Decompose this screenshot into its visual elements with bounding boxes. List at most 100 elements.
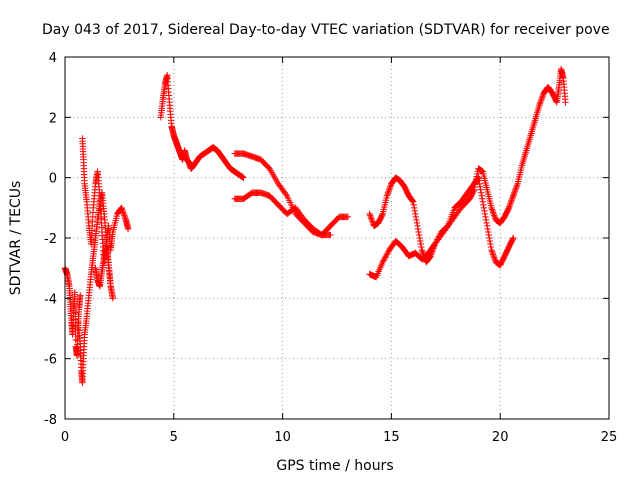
data-point bbox=[240, 174, 247, 181]
data-point bbox=[382, 252, 390, 260]
data-point bbox=[369, 218, 376, 225]
data-point bbox=[381, 255, 388, 263]
data-point bbox=[510, 192, 517, 199]
data-point bbox=[431, 240, 439, 248]
data-point bbox=[434, 236, 441, 243]
data-point bbox=[436, 231, 444, 239]
data-point bbox=[381, 254, 389, 261]
data-point bbox=[122, 215, 129, 222]
data-point bbox=[124, 225, 132, 233]
data-point bbox=[488, 248, 496, 255]
data-point bbox=[121, 213, 129, 221]
data-point bbox=[426, 254, 433, 261]
data-point bbox=[507, 198, 515, 205]
data-point bbox=[479, 198, 486, 205]
data-point bbox=[384, 189, 392, 196]
data-point bbox=[368, 215, 375, 222]
data-point bbox=[118, 206, 126, 213]
y-tick-label: 0 bbox=[49, 172, 57, 187]
data-point bbox=[487, 240, 494, 248]
data-point bbox=[480, 201, 487, 209]
data-point bbox=[384, 249, 391, 257]
data-point bbox=[435, 233, 443, 240]
data-point bbox=[509, 194, 516, 201]
data-point bbox=[478, 192, 485, 199]
data-point bbox=[536, 100, 544, 107]
data-point bbox=[505, 205, 512, 213]
data-point bbox=[488, 206, 496, 213]
data-point bbox=[482, 213, 489, 221]
y-tick-label: -8 bbox=[44, 413, 57, 428]
data-point bbox=[491, 254, 498, 261]
data-point bbox=[417, 237, 424, 245]
data-point bbox=[488, 246, 495, 254]
data-point bbox=[443, 223, 451, 230]
data-point bbox=[384, 191, 391, 198]
data-point bbox=[486, 234, 493, 242]
data-point bbox=[385, 188, 392, 195]
data-point bbox=[512, 185, 520, 192]
data-point bbox=[479, 195, 486, 202]
data-point bbox=[512, 186, 519, 193]
data-point bbox=[410, 201, 417, 209]
data-point bbox=[383, 192, 391, 199]
data-point bbox=[414, 225, 422, 233]
data-point bbox=[513, 182, 521, 189]
data-point bbox=[409, 197, 416, 205]
data-point bbox=[481, 210, 489, 218]
data-point bbox=[411, 207, 418, 215]
data-point bbox=[538, 96, 545, 103]
data-point bbox=[507, 200, 514, 207]
x-tick-label: 20 bbox=[492, 430, 509, 445]
data-point bbox=[484, 225, 491, 233]
x-tick-label: 25 bbox=[601, 430, 618, 445]
data-point bbox=[511, 189, 518, 196]
data-point bbox=[506, 203, 513, 210]
data-point bbox=[386, 186, 393, 193]
data-point bbox=[414, 222, 421, 230]
y-axis-label: SDTVAR / TECUs bbox=[8, 181, 24, 296]
data-point bbox=[539, 93, 546, 100]
data-points bbox=[61, 65, 569, 386]
data-point bbox=[488, 204, 495, 212]
chart-title: Day 043 of 2017, Sidereal Day-to-day VTE… bbox=[42, 22, 610, 38]
data-point bbox=[510, 234, 517, 242]
data-point bbox=[344, 213, 352, 221]
data-point bbox=[380, 257, 387, 264]
data-point bbox=[476, 180, 483, 187]
data-point bbox=[500, 215, 507, 222]
data-point bbox=[475, 174, 482, 181]
data-point bbox=[367, 213, 374, 221]
data-point bbox=[483, 222, 491, 230]
data-point bbox=[409, 198, 417, 205]
data-point bbox=[483, 219, 490, 227]
data-point bbox=[491, 212, 498, 219]
data-point bbox=[485, 231, 492, 239]
data-point bbox=[72, 316, 79, 323]
data-point bbox=[485, 228, 492, 236]
data-point bbox=[477, 189, 485, 196]
data-point bbox=[419, 248, 426, 255]
data-point bbox=[408, 197, 416, 204]
data-point bbox=[474, 175, 481, 183]
data-point bbox=[433, 237, 440, 245]
data-point bbox=[415, 231, 423, 239]
x-tick-label: 15 bbox=[383, 430, 400, 445]
data-point bbox=[489, 251, 497, 258]
data-point bbox=[490, 210, 497, 218]
data-point bbox=[443, 224, 450, 231]
data-point bbox=[413, 216, 420, 224]
data-point bbox=[489, 207, 496, 215]
data-point bbox=[506, 201, 514, 209]
data-point bbox=[511, 188, 519, 195]
x-tick-label: 10 bbox=[274, 430, 291, 445]
data-point bbox=[378, 211, 386, 219]
y-tick-label: -4 bbox=[44, 292, 57, 307]
data-point bbox=[412, 213, 420, 221]
data-point bbox=[489, 249, 496, 257]
data-point bbox=[418, 243, 425, 251]
data-point bbox=[385, 248, 392, 255]
data-point bbox=[71, 289, 78, 296]
x-tick-label: 0 bbox=[61, 430, 69, 445]
